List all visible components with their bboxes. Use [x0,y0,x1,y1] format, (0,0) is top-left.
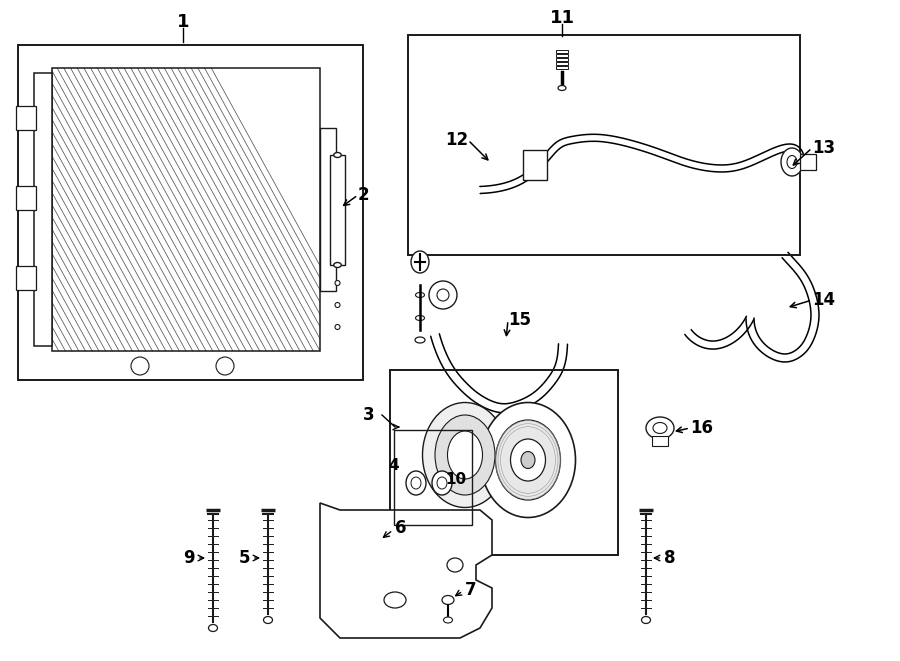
Circle shape [437,289,449,301]
Bar [18,45,363,380]
Text: 14: 14 [812,291,835,309]
Circle shape [429,281,457,309]
Text: 12: 12 [445,131,468,149]
Ellipse shape [432,471,452,495]
Text: 16: 16 [690,419,713,437]
Ellipse shape [447,431,482,479]
Ellipse shape [646,417,674,439]
Bar [523,150,547,180]
Ellipse shape [335,325,340,329]
Bar [556,66,568,69]
Ellipse shape [406,471,426,495]
Ellipse shape [496,420,561,500]
Bar [556,50,568,53]
Ellipse shape [653,422,667,434]
Ellipse shape [411,251,429,273]
Ellipse shape [642,617,651,623]
Ellipse shape [510,439,545,481]
Text: 11: 11 [550,9,574,27]
Ellipse shape [384,592,406,608]
Text: 3: 3 [363,406,374,424]
Ellipse shape [416,315,425,321]
Ellipse shape [334,262,341,268]
Bar [556,54,568,57]
Ellipse shape [437,477,447,489]
Bar [16,186,36,210]
Ellipse shape [264,617,273,623]
Text: 4: 4 [389,457,400,473]
Bar [556,62,568,65]
Ellipse shape [209,625,218,631]
Ellipse shape [481,403,575,518]
Ellipse shape [787,155,797,169]
Bar [320,128,336,291]
Ellipse shape [781,148,803,176]
Ellipse shape [411,477,421,489]
Circle shape [131,357,149,375]
Bar [34,73,52,346]
Ellipse shape [422,403,508,508]
Text: 6: 6 [395,519,407,537]
Bar [652,436,668,446]
Text: 15: 15 [508,311,531,329]
Text: 8: 8 [664,549,676,567]
Text: 10: 10 [446,473,466,488]
Bar [52,68,320,351]
Circle shape [216,357,234,375]
Bar [16,106,36,130]
Bar [408,35,800,255]
Ellipse shape [435,415,495,495]
Ellipse shape [447,558,463,572]
Text: 13: 13 [812,139,835,157]
Bar [390,370,618,555]
Bar [556,58,568,61]
Polygon shape [320,503,492,638]
Ellipse shape [334,153,341,157]
Ellipse shape [558,85,566,91]
Ellipse shape [442,596,454,605]
Text: 5: 5 [238,549,250,567]
Text: 9: 9 [184,549,195,567]
Text: 2: 2 [358,186,370,204]
Ellipse shape [521,451,535,469]
Text: 1: 1 [176,13,189,31]
Bar [394,430,472,525]
Bar [330,155,345,265]
Ellipse shape [335,303,340,307]
Ellipse shape [444,617,453,623]
Bar [800,154,816,170]
Ellipse shape [415,337,425,343]
Ellipse shape [416,293,425,297]
Ellipse shape [335,280,340,286]
Text: 7: 7 [465,581,477,599]
Bar [16,266,36,290]
